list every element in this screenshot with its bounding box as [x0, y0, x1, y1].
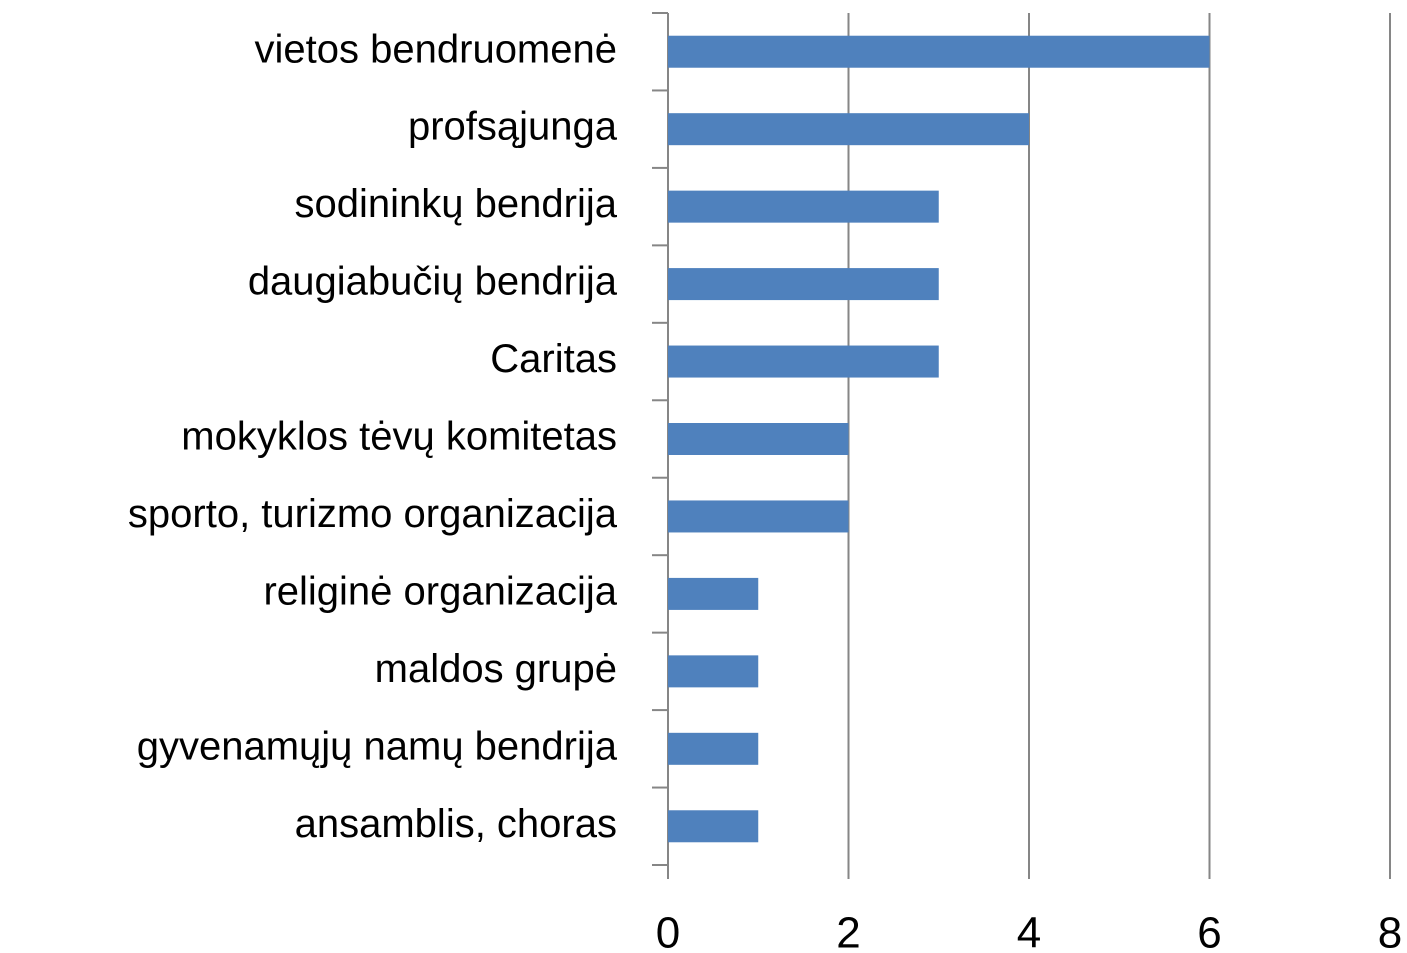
- bar: [668, 655, 759, 688]
- x-tick-label: 6: [1197, 909, 1221, 953]
- y-tick-label: maldos grupė: [375, 647, 617, 691]
- y-tick-label: ansamblis, choras: [295, 802, 617, 846]
- y-tick-label: Caritas: [490, 337, 617, 381]
- bar: [668, 577, 759, 610]
- x-tick-label: 2: [836, 909, 860, 953]
- bar: [668, 190, 939, 223]
- x-tick-label: 0: [656, 909, 680, 953]
- x-tick-label: 4: [1017, 909, 1041, 953]
- bar: [668, 810, 759, 843]
- bar: [668, 500, 849, 533]
- y-tick-label: profsąjunga: [408, 105, 618, 149]
- y-tick-label: mokyklos tėvų komitetas: [181, 415, 617, 459]
- y-tick-label: vietos bendruomenė: [255, 27, 617, 71]
- y-tick-label: sporto, turizmo organizacija: [128, 492, 618, 536]
- bar: [668, 423, 849, 455]
- bar: [668, 732, 759, 765]
- x-tick-label: 8: [1378, 909, 1402, 953]
- y-tick-label: religinė organizacija: [263, 569, 617, 613]
- bar: [668, 345, 939, 378]
- bar: [668, 113, 1029, 146]
- bar: [668, 268, 939, 301]
- y-tick-label: sodininkų bendrija: [295, 182, 618, 226]
- bar: [668, 35, 1210, 68]
- y-tick-label: gyvenamųjų namų bendrija: [137, 724, 618, 768]
- y-tick-label: daugiabučių bendrija: [248, 260, 618, 304]
